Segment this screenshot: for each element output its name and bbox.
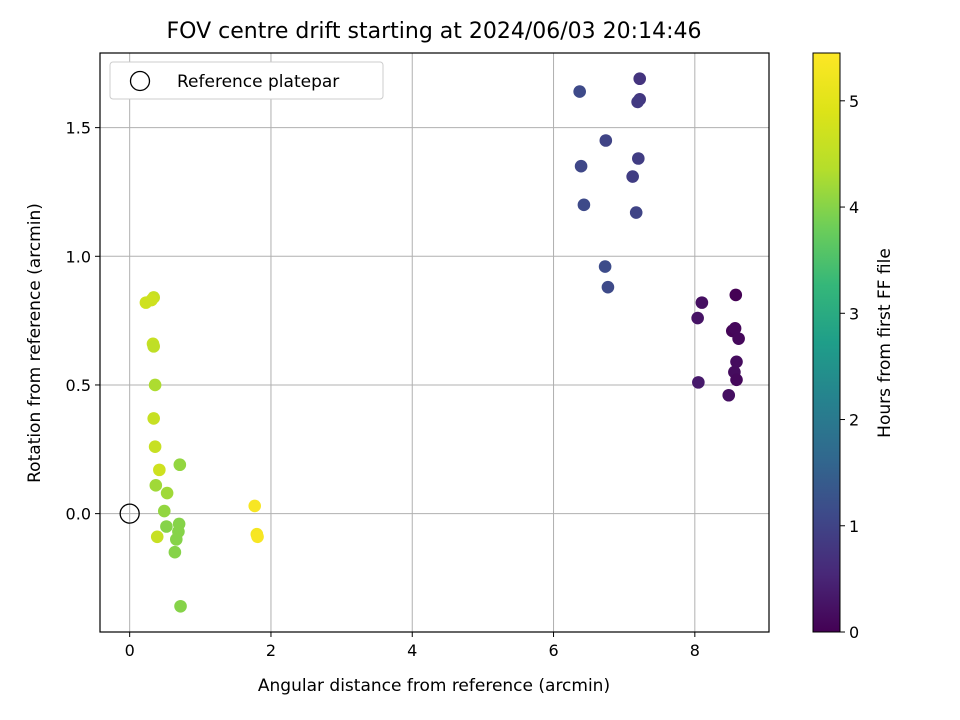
legend: Reference platepar — [109, 61, 384, 100]
data-point — [251, 530, 264, 544]
data-point — [633, 72, 647, 86]
data-point — [150, 530, 164, 544]
chart-title: FOV centre drift starting at 2024/06/03 … — [167, 19, 702, 44]
plot-frame — [99, 52, 770, 633]
data-point — [153, 463, 166, 477]
data-point — [728, 322, 742, 335]
colorbar-gradient — [812, 52, 841, 633]
data-point — [173, 458, 187, 472]
data-point — [730, 355, 743, 369]
data-point — [157, 504, 171, 518]
data-point — [149, 479, 163, 492]
data-point — [631, 95, 644, 109]
data-point — [599, 134, 613, 147]
data-point — [691, 311, 704, 325]
x-axis-ticks: 0 2 4 6 8 — [125, 632, 700, 660]
data-point — [145, 293, 158, 307]
colorbar-tick-label: 2 — [849, 411, 859, 430]
x-tick-label: 0 — [125, 641, 135, 660]
reference-point — [119, 503, 140, 524]
x-tick-label: 8 — [690, 641, 700, 660]
data-point — [722, 388, 736, 402]
colorbar-tick-label: 5 — [849, 92, 859, 111]
data-point — [147, 340, 160, 353]
data-point — [148, 378, 162, 392]
x-axis-label: Angular distance from reference (arcmin) — [258, 676, 610, 696]
data-point — [248, 499, 262, 513]
legend-label: Reference platepar — [177, 72, 339, 92]
data-point — [692, 376, 705, 389]
data-point — [160, 520, 173, 533]
y-axis-label: Rotation from reference (arcmin) — [25, 203, 45, 483]
y-axis-ticks: 0.0 0.5 1.0 1.5 — [66, 119, 100, 524]
colorbar-ticks: 0 1 2 3 4 5 — [840, 92, 859, 642]
colorbar: 0 1 2 3 4 5 Hours from first FF file — [812, 52, 895, 642]
reference-marker — [119, 503, 140, 524]
data-point — [573, 85, 586, 98]
y-tick-label: 0.0 — [66, 505, 91, 524]
y-tick-label: 1.0 — [66, 247, 91, 266]
x-tick-label: 4 — [407, 641, 417, 660]
data-point — [729, 288, 743, 302]
x-tick-label: 6 — [548, 641, 558, 660]
colorbar-tick-label: 4 — [849, 198, 859, 217]
data-points — [139, 72, 745, 613]
data-point — [732, 332, 745, 345]
y-tick-label: 0.5 — [66, 376, 91, 395]
colorbar-tick-label: 1 — [849, 517, 859, 536]
data-point — [147, 412, 160, 425]
colorbar-tick-label: 0 — [849, 623, 859, 642]
y-tick-label: 1.5 — [66, 119, 91, 138]
data-point — [168, 545, 182, 559]
colorbar-label: Hours from first FF file — [875, 248, 895, 438]
data-point — [730, 373, 743, 387]
x-tick-label: 2 — [266, 641, 276, 660]
data-point — [148, 440, 162, 454]
data-point — [574, 159, 588, 173]
legend-marker-open-circle — [129, 70, 151, 92]
legend-box — [109, 61, 384, 100]
grid-lines — [100, 53, 769, 632]
data-point — [629, 206, 643, 219]
data-point — [601, 280, 615, 294]
data-point — [632, 152, 645, 165]
data-point — [626, 170, 639, 183]
data-point — [174, 599, 187, 613]
data-point — [695, 296, 709, 309]
colorbar-tick-label: 3 — [849, 304, 859, 323]
data-point — [577, 198, 591, 212]
data-point — [160, 486, 174, 500]
data-point — [169, 533, 183, 546]
data-point — [598, 260, 612, 273]
